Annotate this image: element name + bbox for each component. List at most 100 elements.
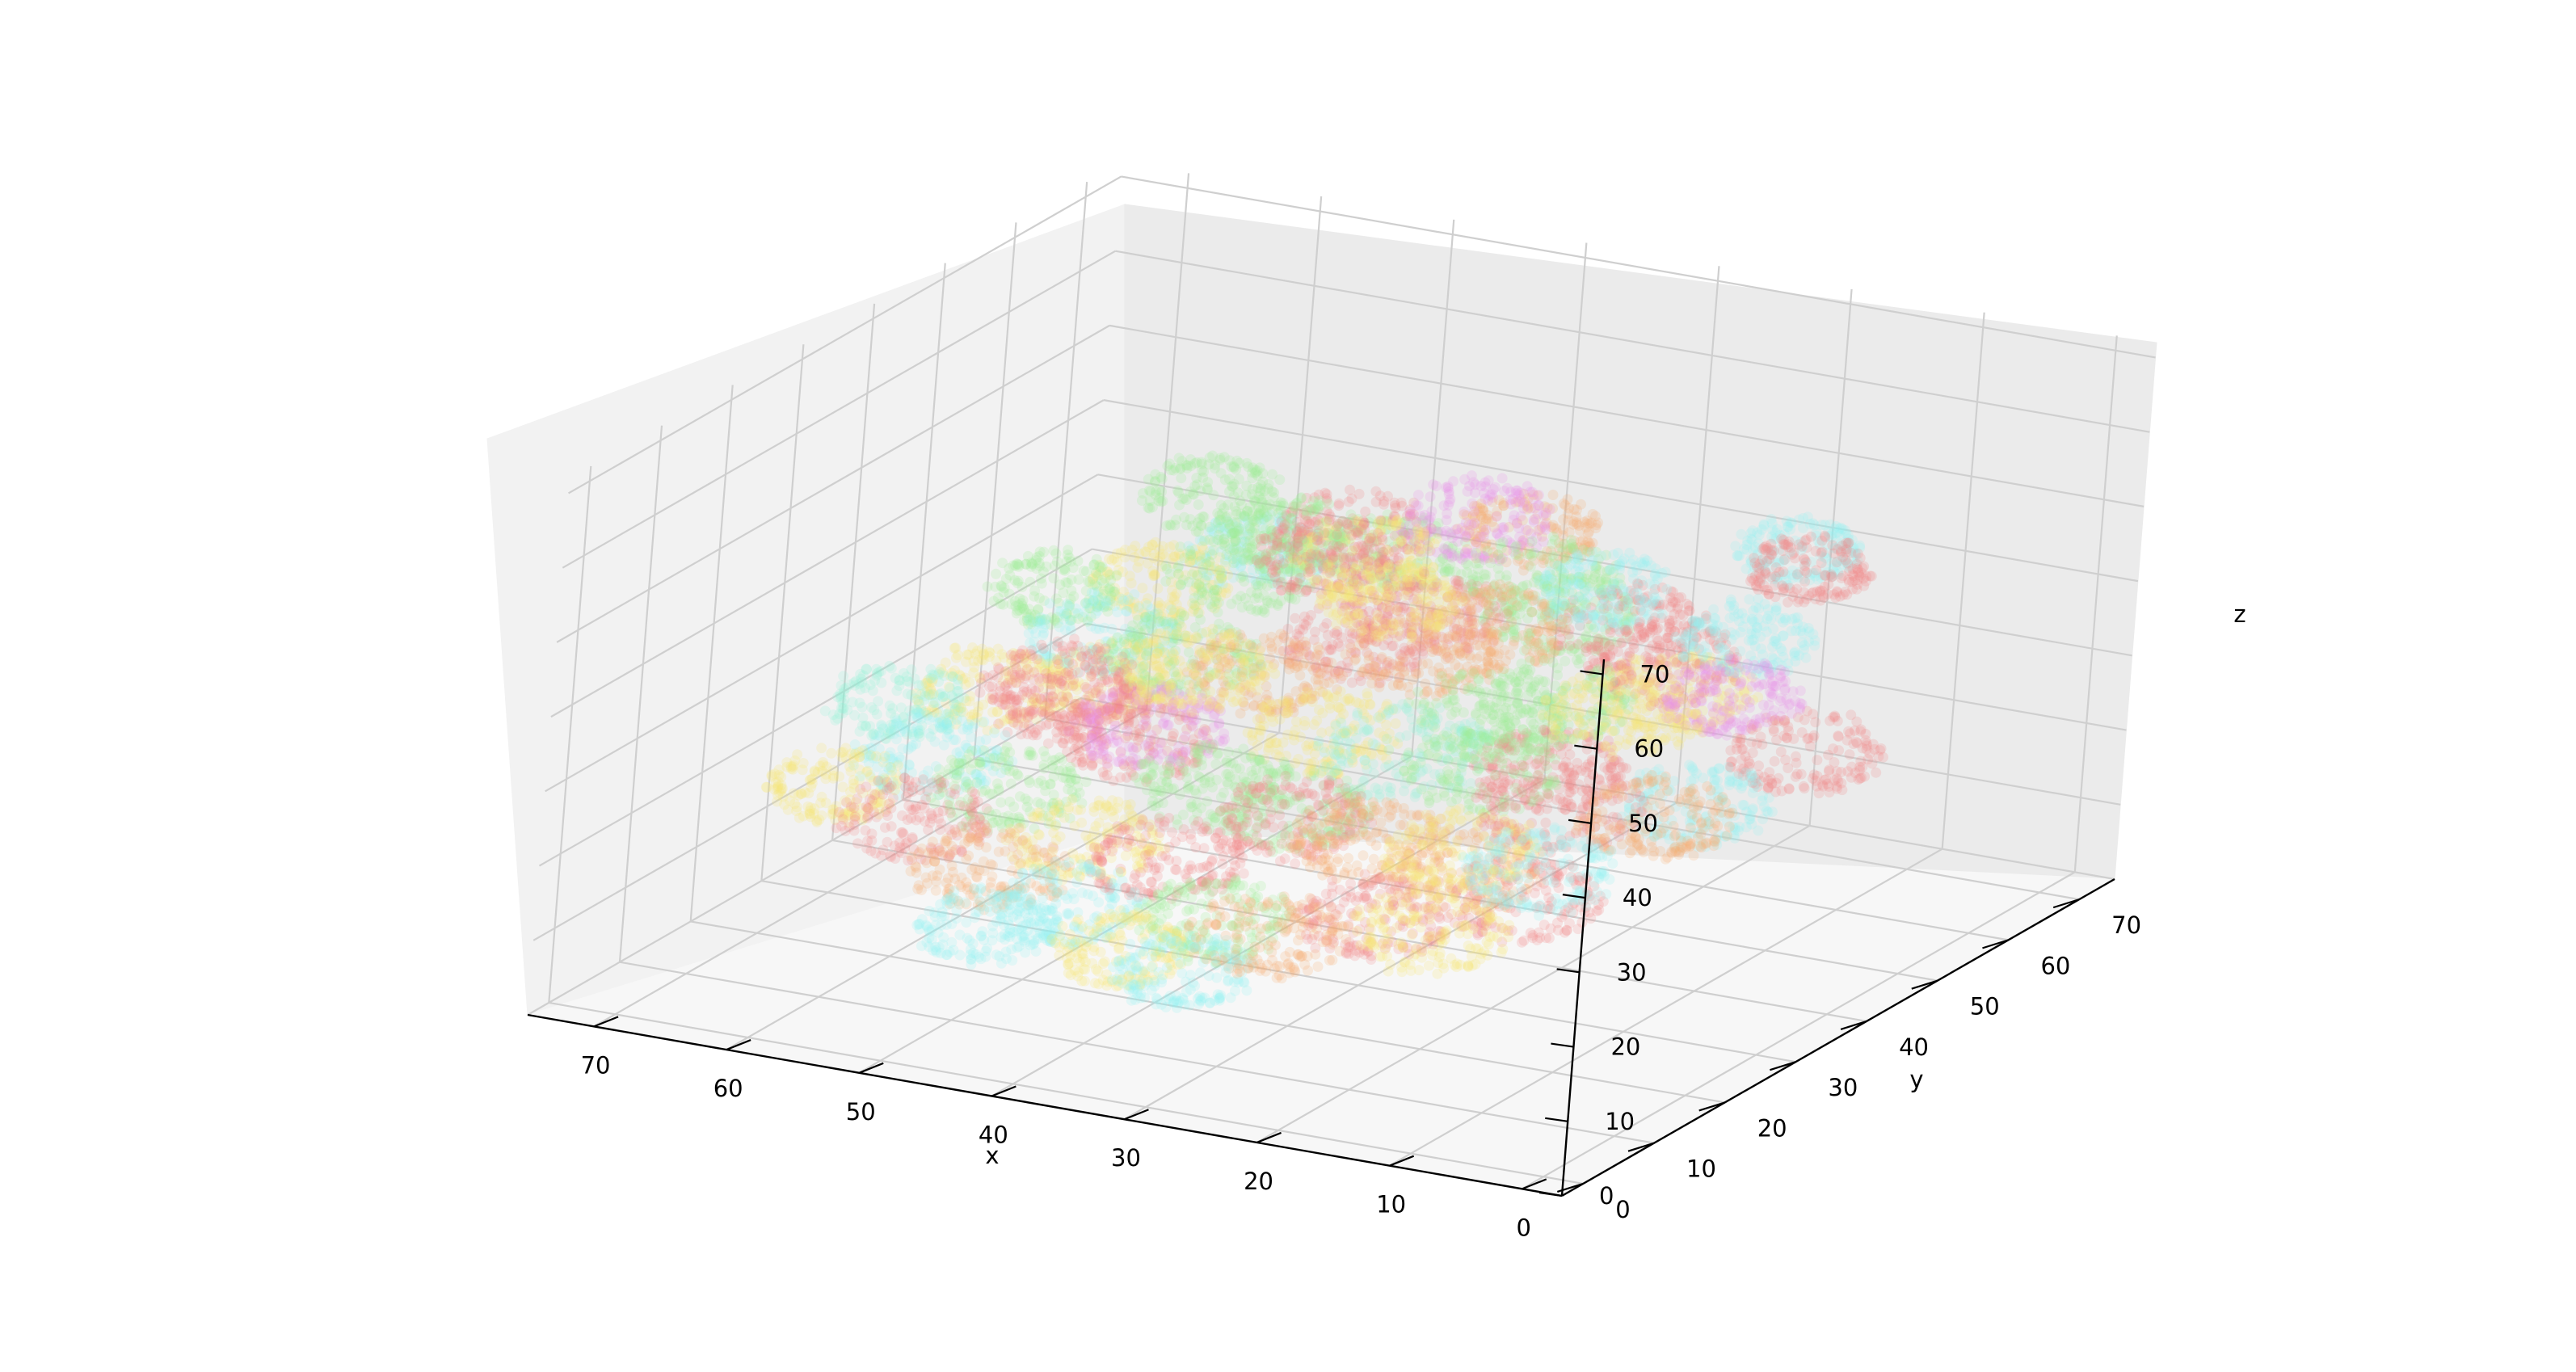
scatter-point bbox=[1815, 550, 1826, 562]
z-gridline-back bbox=[568, 175, 1122, 495]
scatter-point bbox=[1740, 664, 1751, 675]
scatter-point bbox=[1608, 822, 1619, 833]
scatter-point bbox=[1821, 547, 1832, 558]
scatter-point bbox=[1846, 709, 1857, 721]
scatter-point bbox=[1800, 557, 1812, 568]
scatter-point bbox=[1491, 511, 1502, 522]
scatter-point bbox=[1810, 717, 1821, 728]
scatter-point bbox=[1793, 539, 1804, 550]
scatter-point bbox=[1871, 767, 1882, 778]
scatter-point bbox=[1537, 599, 1548, 610]
scatter-point bbox=[1623, 587, 1634, 598]
scatter-point bbox=[1544, 503, 1555, 515]
scatter-point bbox=[1493, 676, 1505, 688]
scatter-point bbox=[1761, 541, 1772, 552]
scatter-point bbox=[1540, 695, 1551, 706]
scatter-point bbox=[1769, 533, 1780, 545]
scatter-point bbox=[1778, 583, 1790, 593]
scatter-point bbox=[1830, 560, 1842, 571]
scatter-point bbox=[1530, 637, 1542, 648]
scatter-point bbox=[1552, 670, 1564, 680]
scatter-point bbox=[1458, 506, 1470, 517]
scatter-point bbox=[1660, 566, 1671, 578]
scatter-point bbox=[1363, 650, 1374, 661]
scatter-point bbox=[1819, 581, 1830, 592]
scatter-point bbox=[1360, 506, 1371, 517]
scatter-point bbox=[1850, 768, 1861, 778]
scatter-point bbox=[1521, 524, 1531, 536]
z-gridline-back bbox=[562, 250, 1116, 569]
z-gridline-left bbox=[1092, 548, 2127, 731]
scatter-point bbox=[1792, 571, 1804, 583]
scatter-point bbox=[1843, 574, 1854, 585]
scatter-point bbox=[1506, 594, 1517, 605]
scatter-point bbox=[1799, 783, 1810, 794]
scatter-point bbox=[1826, 528, 1837, 540]
scatter-point bbox=[1357, 667, 1369, 678]
scatter-point bbox=[1452, 575, 1463, 587]
scatter-point bbox=[1842, 589, 1853, 600]
scatter-point bbox=[1616, 839, 1627, 850]
z-gridline-left bbox=[1080, 697, 2115, 881]
scatter-point bbox=[1499, 486, 1510, 497]
scatter-point bbox=[1788, 547, 1799, 558]
scatter-point bbox=[1644, 579, 1656, 589]
scatter-point bbox=[1791, 569, 1802, 580]
scatter-point bbox=[1668, 820, 1679, 831]
scatter-point bbox=[1696, 842, 1707, 853]
scatter-point bbox=[1714, 643, 1725, 654]
scatter-point bbox=[1833, 745, 1845, 756]
scatter-point bbox=[1528, 515, 1539, 526]
scatter-point bbox=[1623, 596, 1634, 608]
scatter-point bbox=[1388, 546, 1400, 558]
scatter-point bbox=[1595, 587, 1606, 599]
scatter-point bbox=[1861, 743, 1872, 755]
scatter-point bbox=[1781, 516, 1792, 527]
scatter-point bbox=[1811, 565, 1822, 576]
scatter-point bbox=[1536, 774, 1547, 785]
scatter-point bbox=[1666, 848, 1677, 859]
scatter-point bbox=[1767, 546, 1778, 558]
scatter-point bbox=[1849, 574, 1860, 586]
scatter-point bbox=[1627, 635, 1638, 646]
scatter-point bbox=[1559, 804, 1571, 815]
scatter-point bbox=[1866, 570, 1877, 582]
scatter-point bbox=[1601, 889, 1612, 900]
scatter-point bbox=[1843, 726, 1854, 737]
scatter-point bbox=[1493, 708, 1505, 719]
scatter-point bbox=[1695, 680, 1707, 691]
scatter-point bbox=[1749, 641, 1761, 652]
scatter-point bbox=[1508, 514, 1519, 525]
scatter-point bbox=[1412, 490, 1424, 501]
scatter-point bbox=[1763, 548, 1774, 558]
scatter-point bbox=[1832, 544, 1843, 555]
scatter-point bbox=[1837, 785, 1848, 796]
scatter-point bbox=[1860, 734, 1871, 746]
scatter-point bbox=[1817, 590, 1829, 601]
scatter-point bbox=[1833, 527, 1844, 537]
scatter-point bbox=[1823, 526, 1834, 537]
scatter-point bbox=[1825, 571, 1837, 583]
scatter-point bbox=[1663, 621, 1674, 633]
scatter-point bbox=[1527, 930, 1538, 941]
scatter-point bbox=[1795, 545, 1807, 556]
scatter-point bbox=[1527, 595, 1538, 606]
scatter-point bbox=[1837, 551, 1849, 562]
scatter-point bbox=[1794, 566, 1805, 578]
scatter-point bbox=[1570, 566, 1581, 576]
scatter-point bbox=[1428, 479, 1439, 490]
scatter-point bbox=[1854, 761, 1866, 772]
z-gridline-back bbox=[550, 399, 1105, 718]
scatter-point bbox=[1820, 553, 1832, 564]
scatter-point bbox=[1779, 612, 1791, 624]
scatter-point bbox=[1774, 555, 1785, 566]
scatter-point bbox=[1587, 705, 1598, 717]
scatter-point bbox=[1480, 599, 1492, 610]
scatter-point bbox=[1702, 781, 1713, 792]
z-gridline-back bbox=[538, 548, 1092, 867]
scatter-point bbox=[1847, 569, 1858, 580]
scatter-point bbox=[1529, 547, 1540, 558]
scatter-point bbox=[1808, 709, 1819, 720]
scatter-point bbox=[1390, 500, 1400, 511]
scatter-point bbox=[1829, 712, 1841, 723]
